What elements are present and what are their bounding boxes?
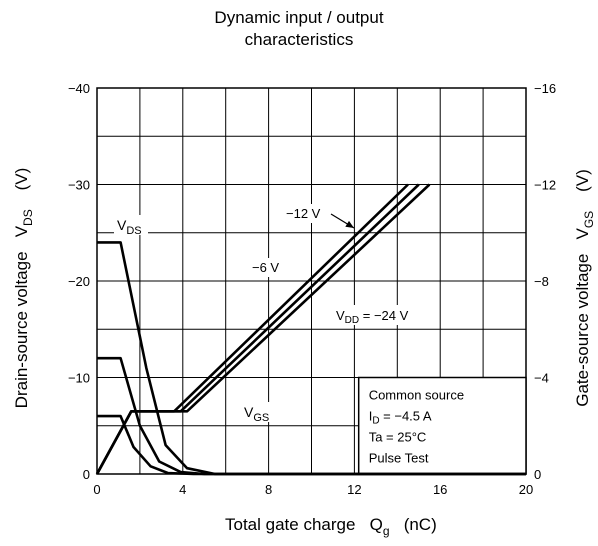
vdd-label-main: V: [336, 308, 345, 323]
minus-12v-label: −12 V: [286, 206, 321, 221]
x-tick-label: 0: [93, 482, 100, 497]
left-y-tick-label: −30: [68, 178, 90, 193]
left-y-axis-symbol-sub: DS: [21, 209, 35, 226]
vds-curve-3: [97, 414, 526, 476]
minus-6v-label: −6 V: [252, 260, 279, 275]
x-tick-label: 8: [265, 482, 272, 497]
legend-line-common-source: Common source: [369, 388, 464, 403]
vds-label-background: [114, 215, 148, 235]
left-y-tick-label: 0: [83, 467, 90, 482]
right-y-tick-label: −4: [534, 371, 549, 386]
right-y-axis-label-text: Gate-source voltage: [573, 253, 592, 407]
left-y-axis-symbol: V: [12, 225, 31, 238]
tick-labels: 0 4 8 12 16 200−10−20−30−400−4−8−12−16: [68, 81, 556, 497]
right-y-tick-label: −12: [534, 178, 556, 193]
legend-line-pulse-test: Pulse Test: [369, 451, 429, 466]
right-y-tick-label: −8: [534, 274, 549, 289]
x-tick-label: 16: [433, 482, 447, 497]
minus-6v-label-background: [249, 258, 287, 277]
chart-title-line-2: characteristics: [244, 30, 354, 49]
right-y-axis-label: Gate-source voltage VGS (V): [573, 169, 596, 407]
legend-id-sub: D: [372, 416, 379, 427]
left-y-axis-label-text: Drain-source voltage: [12, 251, 31, 409]
right-y-axis-symbol-sub: GS: [582, 210, 596, 229]
right-y-tick-label: 0: [534, 467, 541, 482]
x-tick-label: 20: [519, 482, 533, 497]
legend-id-main: I: [369, 409, 373, 424]
left-y-tick-label: −40: [68, 81, 90, 96]
vgs-label-main: V: [244, 404, 254, 420]
x-axis-label: Total gate charge Qg (nC): [225, 515, 437, 538]
vgs-curve-3: [95, 183, 409, 475]
legend-line-temperature: Ta = 25°C: [369, 430, 427, 445]
vds-curve-label: VDS: [117, 217, 142, 237]
vds-label-main: V: [117, 217, 127, 233]
x-axis-symbol: Q: [369, 515, 383, 534]
vdd-label-sub: DD: [345, 315, 359, 326]
legend-line-drain-current: ID = −4.5 A: [369, 409, 432, 427]
x-axis-symbol-sub: g: [382, 524, 390, 538]
vgs-curve-label: VGS: [244, 404, 269, 424]
right-y-axis-symbol: V: [573, 228, 592, 240]
left-y-tick-label: −20: [68, 274, 90, 289]
x-tick-label: 12: [347, 482, 361, 497]
vgs-label-sub: GS: [253, 412, 269, 424]
vgs-label-background: [241, 402, 277, 422]
x-axis-unit: (nC): [403, 515, 437, 534]
left-y-tick-label: −10: [68, 371, 90, 386]
legend-id-rest: = −4.5 A: [380, 409, 432, 424]
right-y-axis-unit: (V): [573, 169, 592, 192]
right-y-tick-label: −16: [534, 81, 556, 96]
x-axis-label-text: Total gate charge: [225, 515, 356, 534]
minus-12v-arrowhead: [345, 220, 354, 228]
x-tick-label: 4: [179, 482, 186, 497]
left-y-axis-label: Drain-source voltage VDS (V): [12, 167, 35, 409]
chart-title-line-1: Dynamic input / output: [214, 8, 384, 27]
vdd-label-rest: = −24 V: [359, 308, 408, 323]
vdd-label-background: [333, 305, 433, 325]
vds-label-sub: DS: [126, 225, 141, 237]
curves: [95, 183, 526, 476]
left-y-axis-unit: (V): [12, 167, 31, 191]
vdd-minus-24v-label: VDD = −24 V: [336, 308, 409, 326]
minus-12v-label-background: [283, 204, 327, 223]
